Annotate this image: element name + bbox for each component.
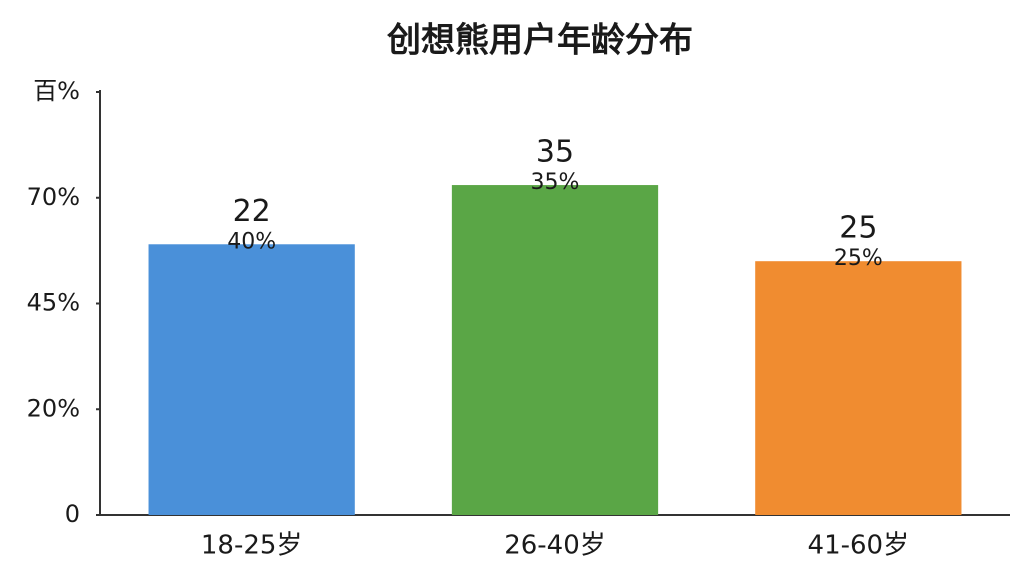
share-label: 35% xyxy=(531,170,580,195)
x-tick-label: 26-40岁 xyxy=(504,531,606,561)
bar xyxy=(451,185,659,515)
count-label: 35 xyxy=(536,135,574,170)
bar xyxy=(148,244,355,515)
chart-title: 创想熊用户年龄分布 xyxy=(386,21,693,61)
share-label: 40% xyxy=(227,229,276,254)
share-label: 25% xyxy=(834,246,883,271)
y-tick-label: 70% xyxy=(27,183,80,211)
y-tick-label: 20% xyxy=(27,394,80,422)
y-tick-label: 45% xyxy=(27,289,80,317)
count-label: 22 xyxy=(233,194,271,229)
x-tick-label: 18-25岁 xyxy=(201,531,303,561)
x-tick-label: 41-60岁 xyxy=(808,531,910,561)
count-label: 25 xyxy=(839,211,877,246)
bar xyxy=(755,261,962,515)
y-tick-label: 百% xyxy=(33,77,80,105)
y-tick-label: 0 xyxy=(65,500,80,528)
